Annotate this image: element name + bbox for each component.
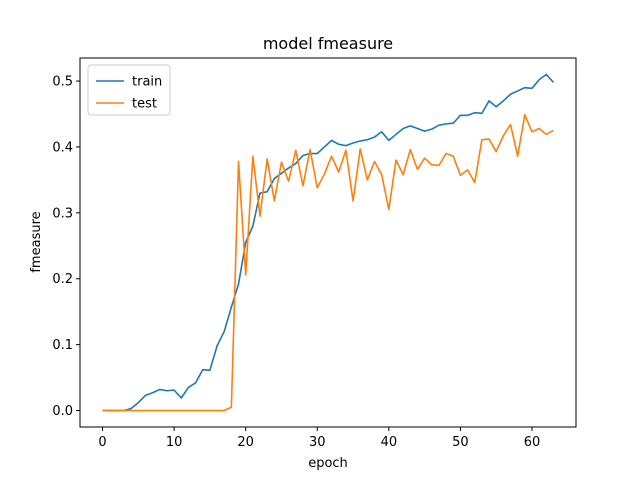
y-tick-label: 0.0 (52, 404, 73, 419)
x-tick-label: 40 (381, 435, 398, 450)
y-tick-label: 0.2 (52, 272, 73, 287)
x-tick-label: 50 (452, 435, 469, 450)
x-tick-label: 0 (98, 435, 106, 450)
y-axis: 0.0 0.1 0.2 0.3 0.4 0.5 (52, 75, 80, 419)
y-tick-label: 0.4 (52, 140, 73, 155)
legend: train test (87, 64, 171, 116)
y-tick-label: 0.5 (52, 75, 73, 90)
x-tick-label: 30 (309, 435, 326, 450)
plot-area (80, 58, 576, 427)
chart-title: model fmeasure (263, 34, 393, 53)
y-axis-label: fmeasure (29, 211, 44, 272)
series-line-train (102, 73, 555, 412)
y-tick-label: 0.1 (52, 338, 73, 353)
x-tick-label: 20 (237, 435, 254, 450)
y-tick-label: 0.3 (52, 206, 73, 221)
series-line-test (102, 113, 554, 412)
legend-box (87, 64, 171, 116)
legend-label-train: train (132, 75, 162, 90)
plot-frame (79, 57, 577, 428)
legend-label-test: test (132, 97, 157, 112)
x-axis: 0 10 20 30 40 50 60 (98, 427, 540, 450)
series-layer (102, 73, 555, 412)
x-tick-label: 10 (166, 435, 183, 450)
x-tick-label: 60 (524, 435, 541, 450)
x-axis-label: epoch (308, 456, 348, 471)
